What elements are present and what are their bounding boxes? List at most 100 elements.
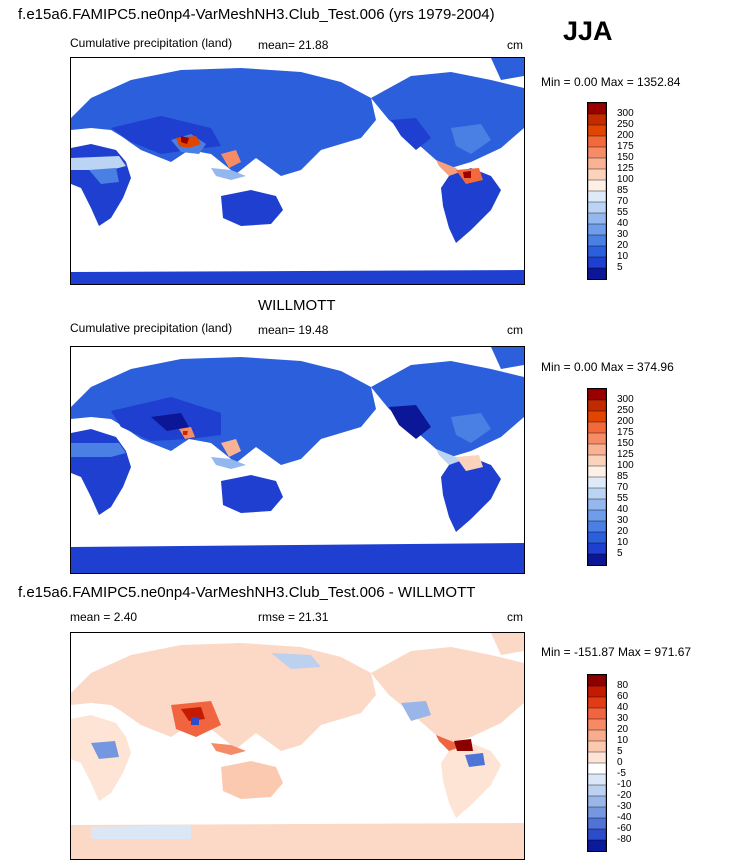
colorbar-swatch <box>588 190 606 203</box>
amazon-wet <box>456 455 483 471</box>
colorbar-swatch <box>588 223 606 236</box>
panel2-colorbar <box>587 388 607 566</box>
colorbar-swatch <box>588 740 606 753</box>
colorbar-tick-label: -60 <box>617 823 632 834</box>
colorbar-tick-label: 55 <box>617 493 629 504</box>
colorbar-tick-label: 80 <box>617 680 629 691</box>
panel3-units: cm <box>507 610 523 624</box>
colorbar-tick-label: 55 <box>617 207 629 218</box>
panel2-map <box>70 346 525 574</box>
colorbar-swatch <box>588 729 606 742</box>
panel1-colorbar-svg <box>588 103 606 279</box>
north-america-landmass <box>371 72 524 168</box>
colorbar-tick-label: 5 <box>617 262 623 273</box>
greenland-landmass <box>491 347 524 369</box>
colorbar-swatch <box>588 839 606 851</box>
panel1-colorbar <box>587 102 607 280</box>
colorbar-swatch <box>588 179 606 192</box>
colorbar-tick-label: 100 <box>617 460 634 471</box>
amazon-hotspot <box>454 739 473 751</box>
colorbar-tick-label: 20 <box>617 724 629 735</box>
amazon-hotspot <box>463 171 471 178</box>
colorbar-swatch <box>588 531 606 544</box>
north-america-west <box>389 405 431 439</box>
colorbar-tick-label: 300 <box>617 394 634 405</box>
panel1-units: cm <box>507 38 523 52</box>
australia-landmass <box>221 761 283 799</box>
colorbar-swatch <box>588 465 606 478</box>
south-asia-red <box>181 136 189 144</box>
indonesia-islands <box>211 457 246 469</box>
antarctica-landmass <box>71 270 524 284</box>
panel3-minmax: Min = -151.87 Max = 971.67 <box>541 645 692 659</box>
antarctica-blue <box>91 825 191 839</box>
colorbar-tick-label: 5 <box>617 746 623 757</box>
panel1-minmax: Min = 0.00 Max = 1352.84 <box>541 75 681 89</box>
colorbar-tick-label: -20 <box>617 790 632 801</box>
colorbar-tick-label: 40 <box>617 218 629 229</box>
colorbar-swatch <box>588 795 606 808</box>
colorbar-tick-label: 20 <box>617 526 629 537</box>
colorbar-tick-label: 125 <box>617 163 634 174</box>
colorbar-swatch <box>588 245 606 258</box>
colorbar-tick-label: 10 <box>617 735 629 746</box>
colorbar-swatch <box>588 509 606 522</box>
colorbar-tick-label: 30 <box>617 515 629 526</box>
colorbar-tick-label: 150 <box>617 438 634 449</box>
eurasia-landmass <box>71 643 376 751</box>
colorbar-tick-label: 10 <box>617 537 629 548</box>
colorbar-swatch <box>588 718 606 731</box>
colorbar-swatch <box>588 157 606 170</box>
colorbar-swatch <box>588 685 606 698</box>
colorbar-tick-label: 60 <box>617 691 629 702</box>
eurasia-blue-patch <box>271 653 321 669</box>
colorbar-swatch <box>588 113 606 126</box>
central-america <box>436 449 463 465</box>
colorbar-tick-label: 250 <box>617 405 634 416</box>
bay-bengal-blue <box>191 717 199 725</box>
colorbar-tick-label: 125 <box>617 449 634 460</box>
colorbar-tick-label: -10 <box>617 779 632 790</box>
colorbar-swatch <box>588 762 606 775</box>
colorbar-tick-label: 40 <box>617 702 629 713</box>
colorbar-swatch <box>588 520 606 533</box>
colorbar-tick-label: 70 <box>617 196 629 207</box>
season-label: JJA <box>563 16 613 46</box>
central-america <box>436 160 463 176</box>
colorbar-swatch <box>588 817 606 830</box>
colorbar-swatch <box>588 168 606 181</box>
greenland-landmass <box>491 58 524 80</box>
indochina-wet <box>221 439 241 457</box>
panel1-variable-label: Cumulative precipitation (land) <box>70 36 233 50</box>
colorbar-tick-label: 300 <box>617 108 634 119</box>
colorbar-tick-label: -40 <box>617 812 632 823</box>
colorbar-swatch <box>588 212 606 225</box>
colorbar-tick-label: 5 <box>617 548 623 559</box>
eurasia-landmass <box>71 68 376 176</box>
australia-landmass <box>221 190 283 226</box>
colorbar-tick-label: 30 <box>617 229 629 240</box>
colorbar-tick-label: 175 <box>617 427 634 438</box>
colorbar-swatch <box>588 103 606 115</box>
panel3-mean-label: mean = 2.40 <box>70 610 138 624</box>
south-asia-red <box>183 431 188 435</box>
indonesia-islands <box>211 743 246 755</box>
colorbar-swatch <box>588 498 606 511</box>
indonesia-islands <box>211 168 246 180</box>
colorbar-swatch <box>588 146 606 159</box>
panel2-colorbar-svg <box>588 389 606 565</box>
north-america-landmass <box>371 647 524 743</box>
colorbar-swatch <box>588 707 606 720</box>
panel3-colorbar <box>587 674 607 852</box>
colorbar-swatch <box>588 828 606 841</box>
colorbar-tick-label: 85 <box>617 471 629 482</box>
colorbar-tick-label: 100 <box>617 174 634 185</box>
colorbar-swatch <box>588 542 606 555</box>
panel3-colorbar-svg <box>588 675 606 851</box>
panel2-map-svg <box>71 347 524 573</box>
north-america-blue <box>401 701 431 721</box>
eastern-us <box>451 413 491 443</box>
colorbar-tick-label: 200 <box>617 130 634 141</box>
sahel-band <box>71 443 126 457</box>
colorbar-tick-label: 175 <box>617 141 634 152</box>
